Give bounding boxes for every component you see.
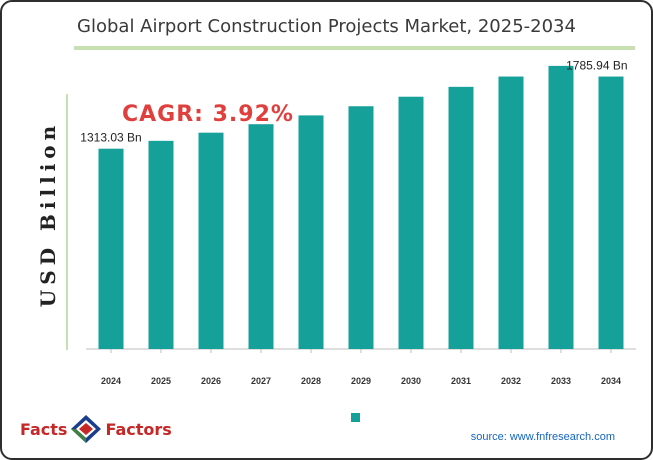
bar-2026 — [198, 132, 224, 349]
bar-2029 — [348, 106, 374, 349]
logo-word-facts: Facts — [20, 419, 68, 439]
bar-2024 — [98, 148, 124, 349]
source-credit: source: www.fnfresearch.com — [470, 431, 615, 443]
chart-title: Global Airport Construction Projects Mar… — [77, 16, 576, 37]
x-tick-label-2034: 2034 — [601, 376, 621, 386]
x-tick-label-2030: 2030 — [401, 376, 421, 386]
x-tick-label-2026: 2026 — [201, 376, 221, 386]
bar-2025 — [148, 140, 174, 349]
bar-2033 — [548, 65, 574, 350]
bar-2031 — [448, 86, 474, 350]
data-label-2034: 1785.94 Bn — [566, 59, 627, 73]
x-tick-label-2032: 2032 — [501, 376, 521, 386]
x-tick-label-2024: 2024 — [101, 376, 121, 386]
x-tick-label-2031: 2031 — [451, 376, 471, 386]
legend-swatch — [351, 413, 360, 422]
bar-2034 — [598, 76, 624, 349]
facts-factors-logo: Facts Factors — [20, 414, 172, 444]
x-tick-label-2033: 2033 — [551, 376, 571, 386]
x-tick-label-2029: 2029 — [351, 376, 371, 386]
x-tick-label-2028: 2028 — [301, 376, 321, 386]
bar-2028 — [298, 115, 324, 349]
x-tick-label-2025: 2025 — [151, 376, 171, 386]
bar-2032 — [498, 76, 524, 349]
data-label-2024: 1313.03 Bn — [80, 131, 141, 145]
cagr-annotation: CAGR: 3.92% — [122, 102, 294, 127]
legend — [351, 413, 366, 422]
x-tick-label-2027: 2027 — [251, 376, 271, 386]
bar-2030 — [398, 96, 424, 349]
title-underline — [74, 46, 635, 50]
logo-word-factors: Factors — [105, 419, 172, 439]
bar-2027 — [248, 124, 274, 350]
logo-emblem-icon — [71, 415, 102, 443]
y-axis-rule — [66, 94, 68, 350]
